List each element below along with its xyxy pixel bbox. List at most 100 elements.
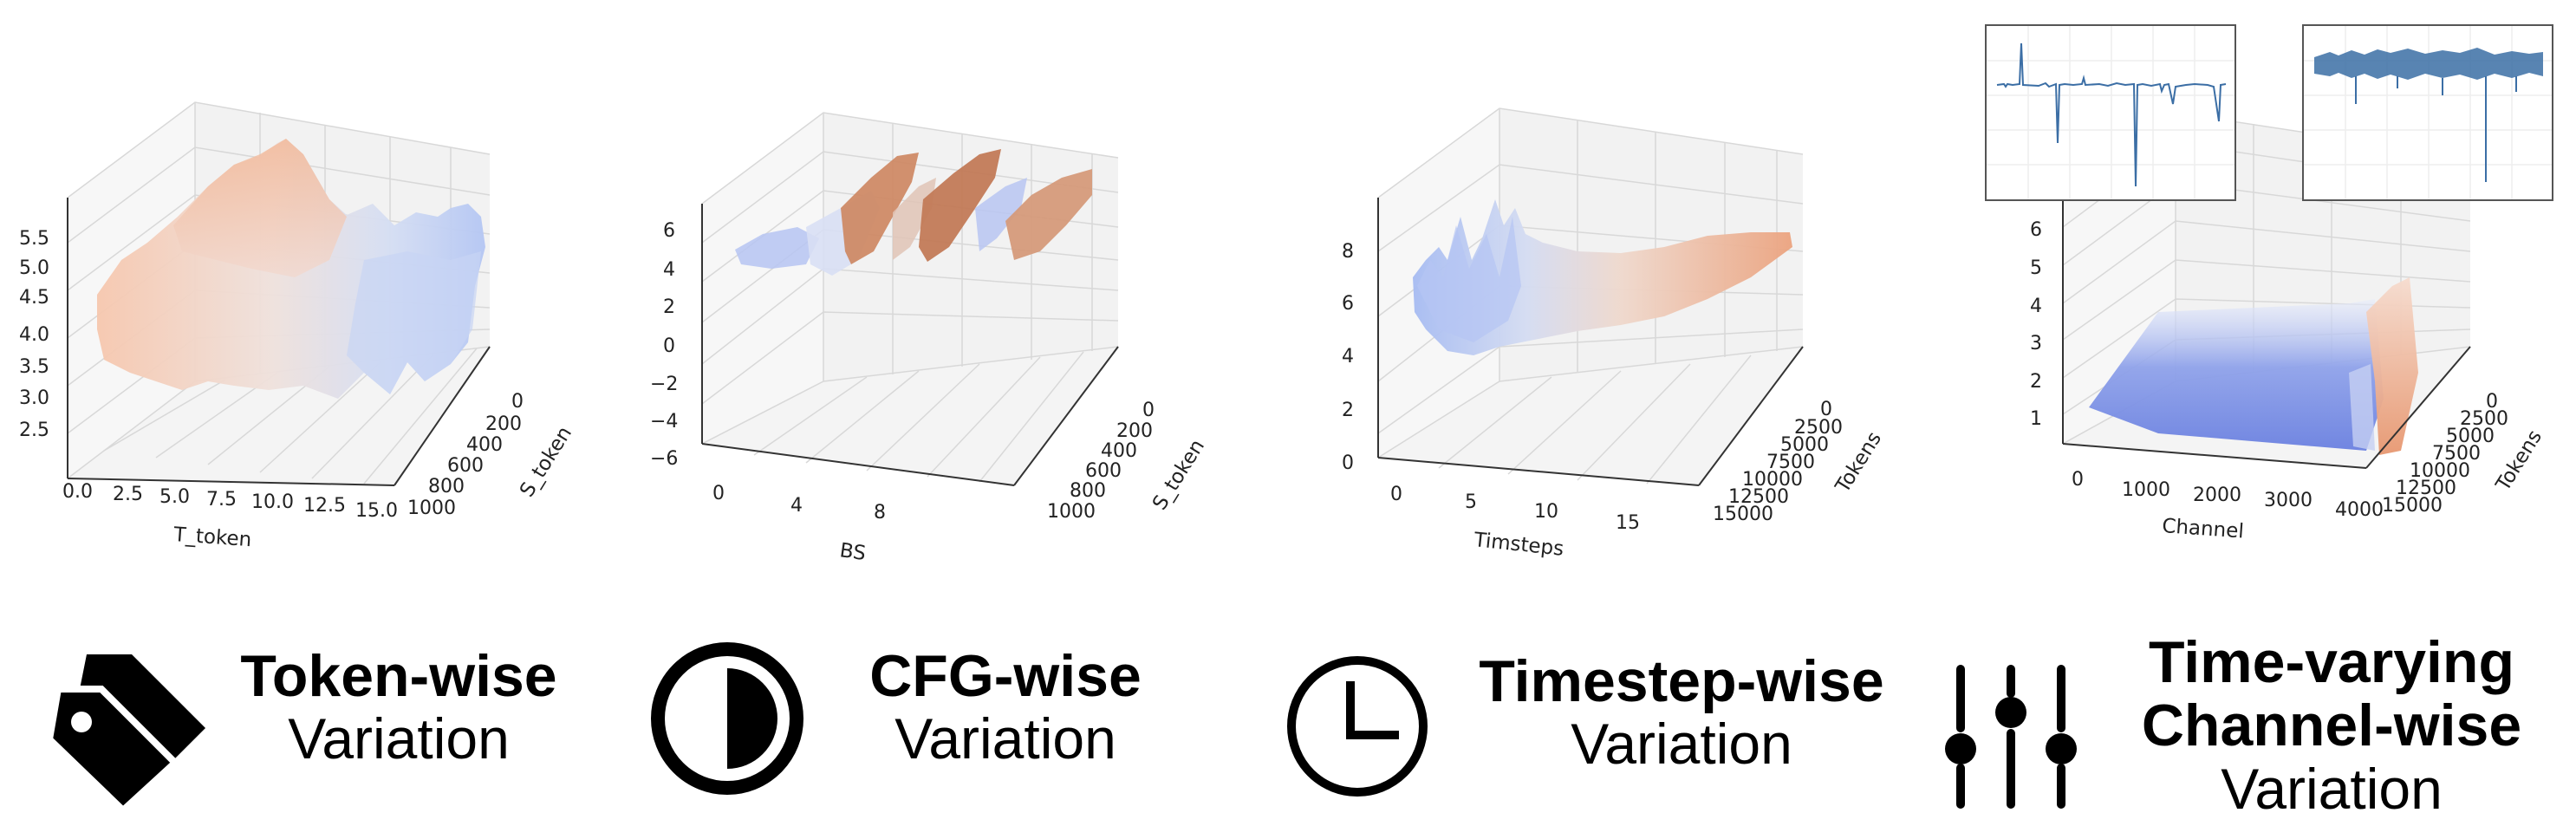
chart1-surface-peak: [173, 139, 347, 277]
chart2-z-tick: 4: [663, 259, 675, 281]
chart2-z-tick: −2: [650, 374, 678, 395]
caption-token-wise-normal: Variation: [288, 706, 510, 771]
caption-channel-wise-bold2: Channel-wise: [2141, 693, 2522, 759]
caption-cfg-wise-normal: Variation: [894, 706, 1116, 771]
caption-cfg-wise-bold: CFG-wise: [869, 643, 1142, 709]
chart2-z-tick: 2: [663, 296, 675, 318]
chart4-z-tick: 1: [2030, 408, 2042, 430]
chart4-y-tick: 15000: [2382, 495, 2443, 517]
chart2-surface: [735, 149, 1092, 276]
inset-plot-left: [1985, 24, 2236, 201]
chart4-y-tick: 0: [2486, 391, 2498, 413]
caption-channel-wise: Time-varying Channel-wise Variation: [2115, 629, 2548, 821]
chart2-z-tick: −6: [650, 448, 678, 470]
chart-token-wise: 5.5 5.0 4.5 4.0 3.5 3.0 2.5 0.0 2.5 5.0 …: [19, 101, 576, 551]
chart4-x-tick: 0: [2072, 469, 2084, 491]
caption-channel-wise-bold1: Time-varying: [2148, 629, 2514, 695]
chart4-z-tick: 4: [2030, 296, 2042, 317]
sliders-icon: [1945, 665, 2077, 809]
chart1-y-tick: 600: [447, 455, 484, 477]
chart3-z-tick: 2: [1342, 400, 1354, 421]
chart2-z-ticks: 6 4 2 0 −2 −4 −6: [650, 220, 678, 470]
caption-timestep-wise: Timestep-wise Variation: [1456, 648, 1907, 776]
chart3-z-tick: 6: [1342, 293, 1354, 315]
chart1-x-tick: 0.0: [62, 481, 93, 503]
clock-icon: [1287, 656, 1428, 797]
chart-channel-wise: 6 5 4 3 2 1 0 1000 2000 3000 4000 Channe…: [2030, 112, 2547, 543]
chart4-x-tick: 4000: [2335, 499, 2384, 521]
chart3-y-tick: 2500: [1794, 417, 1843, 439]
chart-cfg-wise: 6 4 2 0 −2 −4 −6 0 4 8 BS 0 200 400 600 …: [650, 112, 1209, 565]
chart4-z-tick: 2: [2030, 371, 2042, 393]
chart4-z-tick: 3: [2030, 333, 2042, 354]
chart4-surface-high: [2366, 277, 2418, 455]
chart3-y-tick: 10000: [1742, 469, 1803, 491]
caption-token-wise: Token-wise Variation: [208, 644, 589, 771]
chart1-y-tick: 1000: [407, 498, 456, 519]
chart2-x-tick: 4: [790, 495, 803, 517]
chart4-z-tick: 5: [2030, 257, 2042, 279]
chart4-y-tick: 12500: [2396, 478, 2456, 499]
chart4-x-ticks: 0 1000 2000 3000 4000: [2072, 469, 2384, 521]
inset-right-band: [2314, 48, 2543, 80]
chart3-z-ticks: 8 6 4 2 0: [1342, 241, 1354, 474]
chart2-y-tick: 400: [1101, 440, 1137, 462]
chart1-x-tick: 10.0: [251, 491, 294, 513]
chart2-grid: [701, 112, 1119, 485]
chart4-y-tick: 10000: [2410, 460, 2470, 482]
chart4-z-ticks: 6 5 4 3 2 1: [2030, 219, 2042, 430]
chart4-z-tick: 6: [2030, 219, 2042, 241]
chart2-z-tick: 6: [663, 220, 675, 242]
chart1-x-tick: 7.5: [206, 489, 237, 511]
chart1-x-label: T_token: [172, 524, 252, 551]
chart2-y-tick: 600: [1085, 460, 1122, 482]
chart3-y-tick: 7500: [1766, 452, 1815, 473]
caption-channel-wise-normal: Variation: [2221, 756, 2443, 821]
caption-timestep-wise-bold: Timestep-wise: [1479, 648, 1884, 714]
chart4-surface-mid: [2349, 364, 2375, 451]
price-tags-icon: [45, 654, 205, 810]
chart1-z-tick: 4.0: [19, 324, 49, 346]
inset-left-line: [1996, 42, 2227, 187]
chart2-z-tick: −4: [650, 411, 678, 433]
chart4-y-label: Tokens: [2492, 426, 2547, 496]
chart1-z-ticks: 5.5 5.0 4.5 4.0 3.5 3.0 2.5: [19, 228, 49, 441]
chart3-z-tick: 0: [1342, 452, 1354, 474]
chart2-y-tick: 0: [1142, 400, 1155, 421]
chart4-y-tick: 5000: [2446, 426, 2495, 447]
chart2-z-tick: 0: [663, 335, 675, 357]
chart3-x-label: Timsteps: [1472, 529, 1564, 561]
chart1-y-tick: 400: [466, 434, 503, 456]
chart1-z-tick: 5.0: [19, 257, 49, 279]
chart1-x-ticks: 0.0 2.5 5.0 7.5 10.0 12.5 15.0: [62, 481, 398, 522]
chart1-x-tick: 5.0: [159, 486, 190, 508]
chart1-x-tick: 2.5: [113, 484, 143, 505]
chart3-x-tick: 5: [1465, 491, 1477, 513]
chart3-y-tick: 0: [1820, 399, 1832, 420]
chart1-x-tick: 12.5: [303, 495, 346, 517]
inset-plot-right: [2302, 24, 2553, 201]
chart3-y-ticks: 0 2500 5000 7500 10000 12500 15000: [1713, 399, 1843, 525]
chart3-y-tick: 12500: [1728, 486, 1789, 508]
chart1-z-tick: 2.5: [19, 420, 49, 441]
chart1-z-tick: 4.5: [19, 287, 49, 309]
chart2-x-ticks: 0 4 8: [712, 483, 886, 524]
caption-cfg-wise: CFG-wise Variation: [823, 643, 1187, 771]
chart3-y-tick: 15000: [1713, 504, 1773, 525]
chart1-y-label: S_token: [516, 423, 576, 501]
chart2-y-ticks: 0 200 400 600 800 1000: [1047, 400, 1155, 523]
chart4-y-ticks: 0 2500 5000 7500 10000 12500 15000: [2382, 391, 2508, 517]
chart2-y-tick: 800: [1070, 480, 1106, 502]
chart3-z-tick: 8: [1342, 241, 1354, 263]
chart4-x-tick: 2000: [2193, 485, 2241, 506]
chart4-y-tick: 7500: [2432, 443, 2481, 465]
chart4-x-tick: 1000: [2122, 479, 2170, 501]
chart4-x-label: Channel: [2162, 515, 2245, 543]
chart2-x-tick: 8: [874, 502, 886, 524]
chart1-surface-low: [347, 251, 481, 394]
chart3-x-ticks: 0 5 10 15: [1390, 484, 1640, 534]
chart4-surface: [2089, 299, 2384, 451]
chart2-x-label: BS: [838, 539, 867, 565]
chart1-y-tick: 200: [485, 413, 522, 435]
chart2-y-tick: 200: [1116, 420, 1153, 442]
